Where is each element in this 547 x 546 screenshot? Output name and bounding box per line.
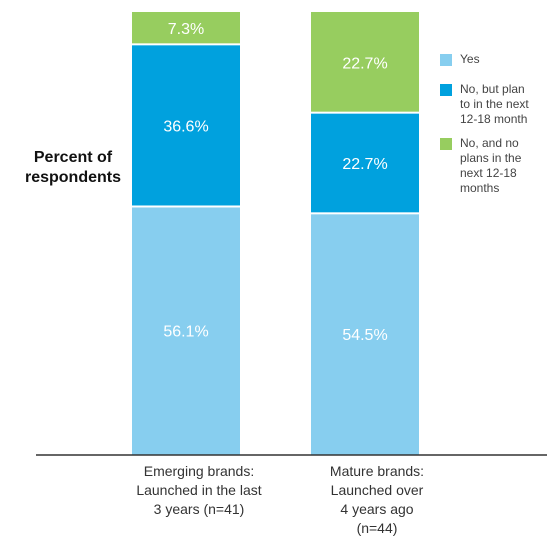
legend-text: next 12-18: [460, 166, 517, 180]
category-line: (n=44): [356, 520, 398, 536]
bars-group: 56.1% 36.6% 7.3% 54.5% 22.7% 22.7%: [132, 12, 419, 455]
legend-text: plans in the: [460, 151, 522, 165]
bar-segment-mature-yes: [311, 214, 419, 455]
category-line: Launched in the last: [136, 482, 262, 498]
category-line: 4 years ago: [340, 501, 414, 517]
legend-text: to in the next: [460, 97, 529, 111]
bar-segment-mature-no-and-no-plans: [311, 12, 419, 112]
legend-text: months: [460, 181, 500, 195]
data-label-mature-no-and-no-plans: 22.7%: [342, 55, 387, 72]
category-line: 3 years (n=41): [153, 501, 245, 517]
data-label-emerging-no-and-no-plans: 7.3%: [168, 21, 204, 38]
category-label-emerging: Emerging brands: Launched in the last 3 …: [119, 462, 279, 519]
category-line: Mature brands:: [329, 463, 425, 479]
legend-item-yes: Yes: [440, 52, 547, 67]
legend-text: Yes: [460, 52, 480, 66]
bar-segment-emerging-no-and-no-plans: [132, 12, 240, 44]
legend-item-no-but-plan: No, but plan to in the next 12-18 month: [440, 82, 547, 127]
legend-text: 12-18 month: [460, 112, 528, 126]
category-line: Launched over: [330, 482, 424, 498]
legend-item-no-and-no-plans: No, and no plans in the next 12-18 month…: [440, 136, 547, 196]
bar-segment-mature-no-but-plan: [311, 113, 419, 213]
legend-swatch: [440, 138, 452, 150]
category-line: Emerging brands:: [143, 463, 255, 479]
data-label-emerging-no-but-plan: 36.6%: [163, 118, 208, 135]
legend-swatch: [440, 84, 452, 96]
data-label-mature-no-but-plan: 22.7%: [342, 156, 387, 173]
data-label-emerging-yes: 56.1%: [163, 324, 208, 341]
legend-swatch: [440, 54, 452, 66]
category-label-mature: Mature brands: Launched over 4 years ago…: [297, 462, 457, 538]
y-axis-label: Percent of respondents: [24, 149, 121, 186]
bar-segment-emerging-yes: [132, 207, 240, 455]
legend: Yes No, but plan to in the next 12-18 mo…: [440, 52, 547, 196]
legend-text: No, but plan: [460, 82, 525, 96]
legend-text: No, and no: [460, 136, 519, 150]
bar-segment-emerging-no-but-plan: [132, 45, 240, 206]
data-label-mature-yes: 54.5%: [342, 327, 387, 344]
